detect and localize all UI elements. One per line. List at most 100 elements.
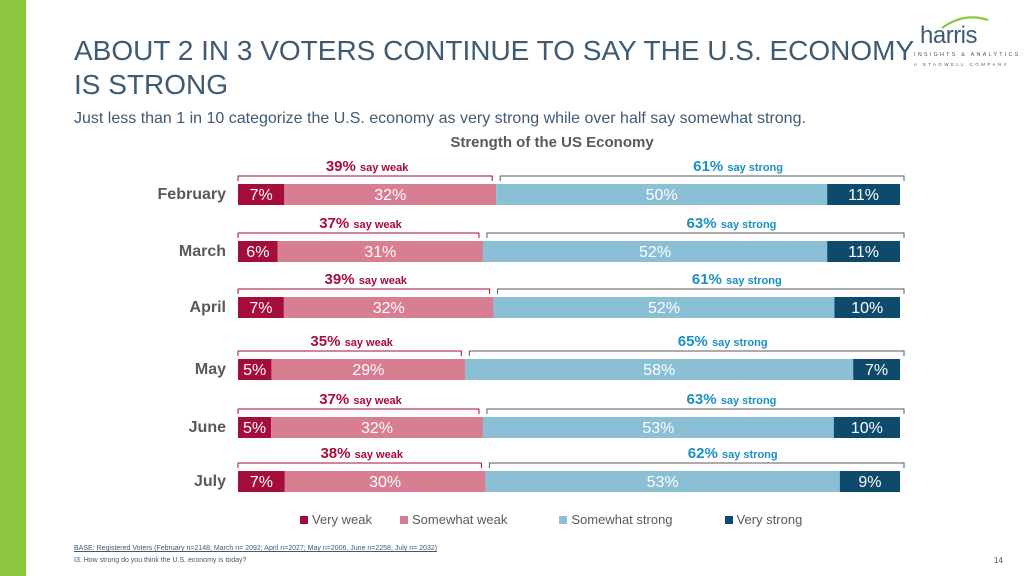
- bar-segment: [839, 471, 900, 492]
- data-label: 32%: [361, 420, 393, 437]
- legend-item-very-weak: Very weak: [300, 512, 372, 527]
- bar-segment: [496, 184, 828, 205]
- footnote-question: I3. How strong do you think the U.S. eco…: [74, 557, 247, 564]
- legend-swatch: [559, 515, 568, 524]
- weak-total-label: 37% say weak: [319, 215, 402, 232]
- data-label: 10%: [851, 420, 883, 437]
- bar-segment: [284, 471, 486, 492]
- data-label: 29%: [352, 362, 384, 379]
- weak-bracket: [237, 232, 480, 238]
- data-label: 7%: [865, 362, 888, 379]
- data-label: 7%: [250, 187, 273, 204]
- bar-segment: [833, 417, 900, 438]
- strong-total-label: 62% say strong: [688, 445, 778, 462]
- strong-total-suffix: say strong: [712, 337, 768, 349]
- data-label: 9%: [858, 474, 881, 491]
- data-label: 31%: [364, 244, 396, 261]
- strong-total-label: 65% say strong: [678, 333, 768, 350]
- strong-total-suffix: say strong: [721, 219, 777, 231]
- strong-total-label: 63% say strong: [687, 391, 777, 408]
- weak-total-label: 39% say weak: [325, 271, 408, 288]
- strong-bracket: [468, 350, 905, 356]
- data-label: 7%: [249, 300, 272, 317]
- strong-bracket: [486, 408, 905, 414]
- data-label: 11%: [848, 244, 879, 261]
- legend-label: Very weak: [312, 512, 372, 527]
- weak-total-suffix: say weak: [359, 275, 408, 287]
- strong-total-label: 63% say strong: [687, 215, 777, 232]
- bar-segment: [238, 184, 285, 205]
- harris-logo: harris INSIGHTS & ANALYTICS A STAGWELL C…: [912, 14, 1018, 67]
- legend-swatch: [399, 515, 408, 524]
- weak-total-suffix: say weak: [353, 219, 402, 231]
- data-label: 10%: [851, 300, 883, 317]
- weak-total-label: 37% say weak: [319, 391, 402, 408]
- strong-total-suffix: say strong: [721, 395, 777, 407]
- data-label: 52%: [639, 244, 671, 261]
- weak-total-suffix: say weak: [345, 337, 394, 349]
- bar-segment: [827, 241, 900, 262]
- category-label: April: [190, 299, 226, 316]
- data-label: 50%: [646, 187, 678, 204]
- accent-bar: [0, 0, 26, 576]
- weak-total-value: 37%: [319, 391, 353, 408]
- strong-total-value: 62%: [688, 445, 722, 462]
- strong-bracket: [486, 232, 905, 238]
- page-subtitle: Just less than 1 in 10 categorize the U.…: [74, 110, 806, 127]
- weak-total-label: 35% say weak: [310, 333, 393, 350]
- page-number: 14: [994, 556, 1003, 565]
- strong-total-value: 61%: [693, 158, 727, 175]
- weak-total-value: 39%: [326, 158, 360, 175]
- category-label: March: [179, 243, 226, 260]
- bar-segment: [271, 417, 483, 438]
- data-label: 58%: [643, 362, 675, 379]
- strong-total-suffix: say strong: [727, 162, 783, 174]
- weak-total-value: 37%: [319, 215, 353, 232]
- bar-segment: [238, 417, 272, 438]
- bar-segment: [493, 297, 835, 318]
- footnote-base: BASE: Registered Voters (February n=2148…: [74, 545, 438, 552]
- data-label: 11%: [848, 187, 879, 204]
- weak-total-suffix: say weak: [355, 449, 404, 461]
- bar-segment: [277, 241, 483, 262]
- bar-segment: [482, 417, 834, 438]
- logo-word: harris: [920, 22, 978, 49]
- bar-segment: [238, 359, 272, 380]
- bar-segment: [485, 471, 840, 492]
- data-label: 53%: [647, 474, 679, 491]
- bar-segment: [238, 297, 284, 318]
- bar-segment: [853, 359, 900, 380]
- strong-total-suffix: say strong: [722, 449, 778, 461]
- strong-total-suffix: say strong: [726, 275, 782, 287]
- legend-swatch: [300, 515, 308, 524]
- strong-bracket: [497, 288, 905, 294]
- strong-total-value: 63%: [687, 391, 721, 408]
- data-label: 5%: [243, 420, 266, 437]
- logo-tagline: INSIGHTS & ANALYTICS: [914, 52, 1021, 58]
- weak-total-label: 39% say weak: [326, 158, 409, 175]
- bar-segment: [284, 184, 497, 205]
- chart-legend: Very weak Somewhat weak Somewhat strong …: [300, 512, 830, 527]
- data-label: 32%: [374, 187, 406, 204]
- legend-label: Somewhat weak: [411, 512, 508, 527]
- logo-arc-icon: [941, 16, 989, 29]
- bar-segment: [271, 359, 466, 380]
- logo-subline: A STAGWELL COMPANY: [914, 62, 1009, 67]
- strong-bracket: [499, 175, 905, 181]
- data-label: 6%: [246, 244, 269, 261]
- data-label: 7%: [250, 474, 273, 491]
- bar-segment: [238, 241, 278, 262]
- weak-total-value: 38%: [320, 445, 354, 462]
- legend-item-somewhat-weak: Somewhat weak: [399, 512, 508, 527]
- weak-bracket: [237, 350, 462, 356]
- weak-bracket: [237, 408, 480, 414]
- strong-total-value: 65%: [678, 333, 712, 350]
- weak-bracket: [237, 175, 493, 181]
- legend-label: Very strong: [736, 512, 803, 527]
- legend-swatch: [724, 515, 733, 524]
- legend-item-very-strong: Very strong: [724, 512, 803, 527]
- bar-segment: [238, 471, 285, 492]
- bar-segment: [283, 297, 494, 318]
- bar-segment: [834, 297, 900, 318]
